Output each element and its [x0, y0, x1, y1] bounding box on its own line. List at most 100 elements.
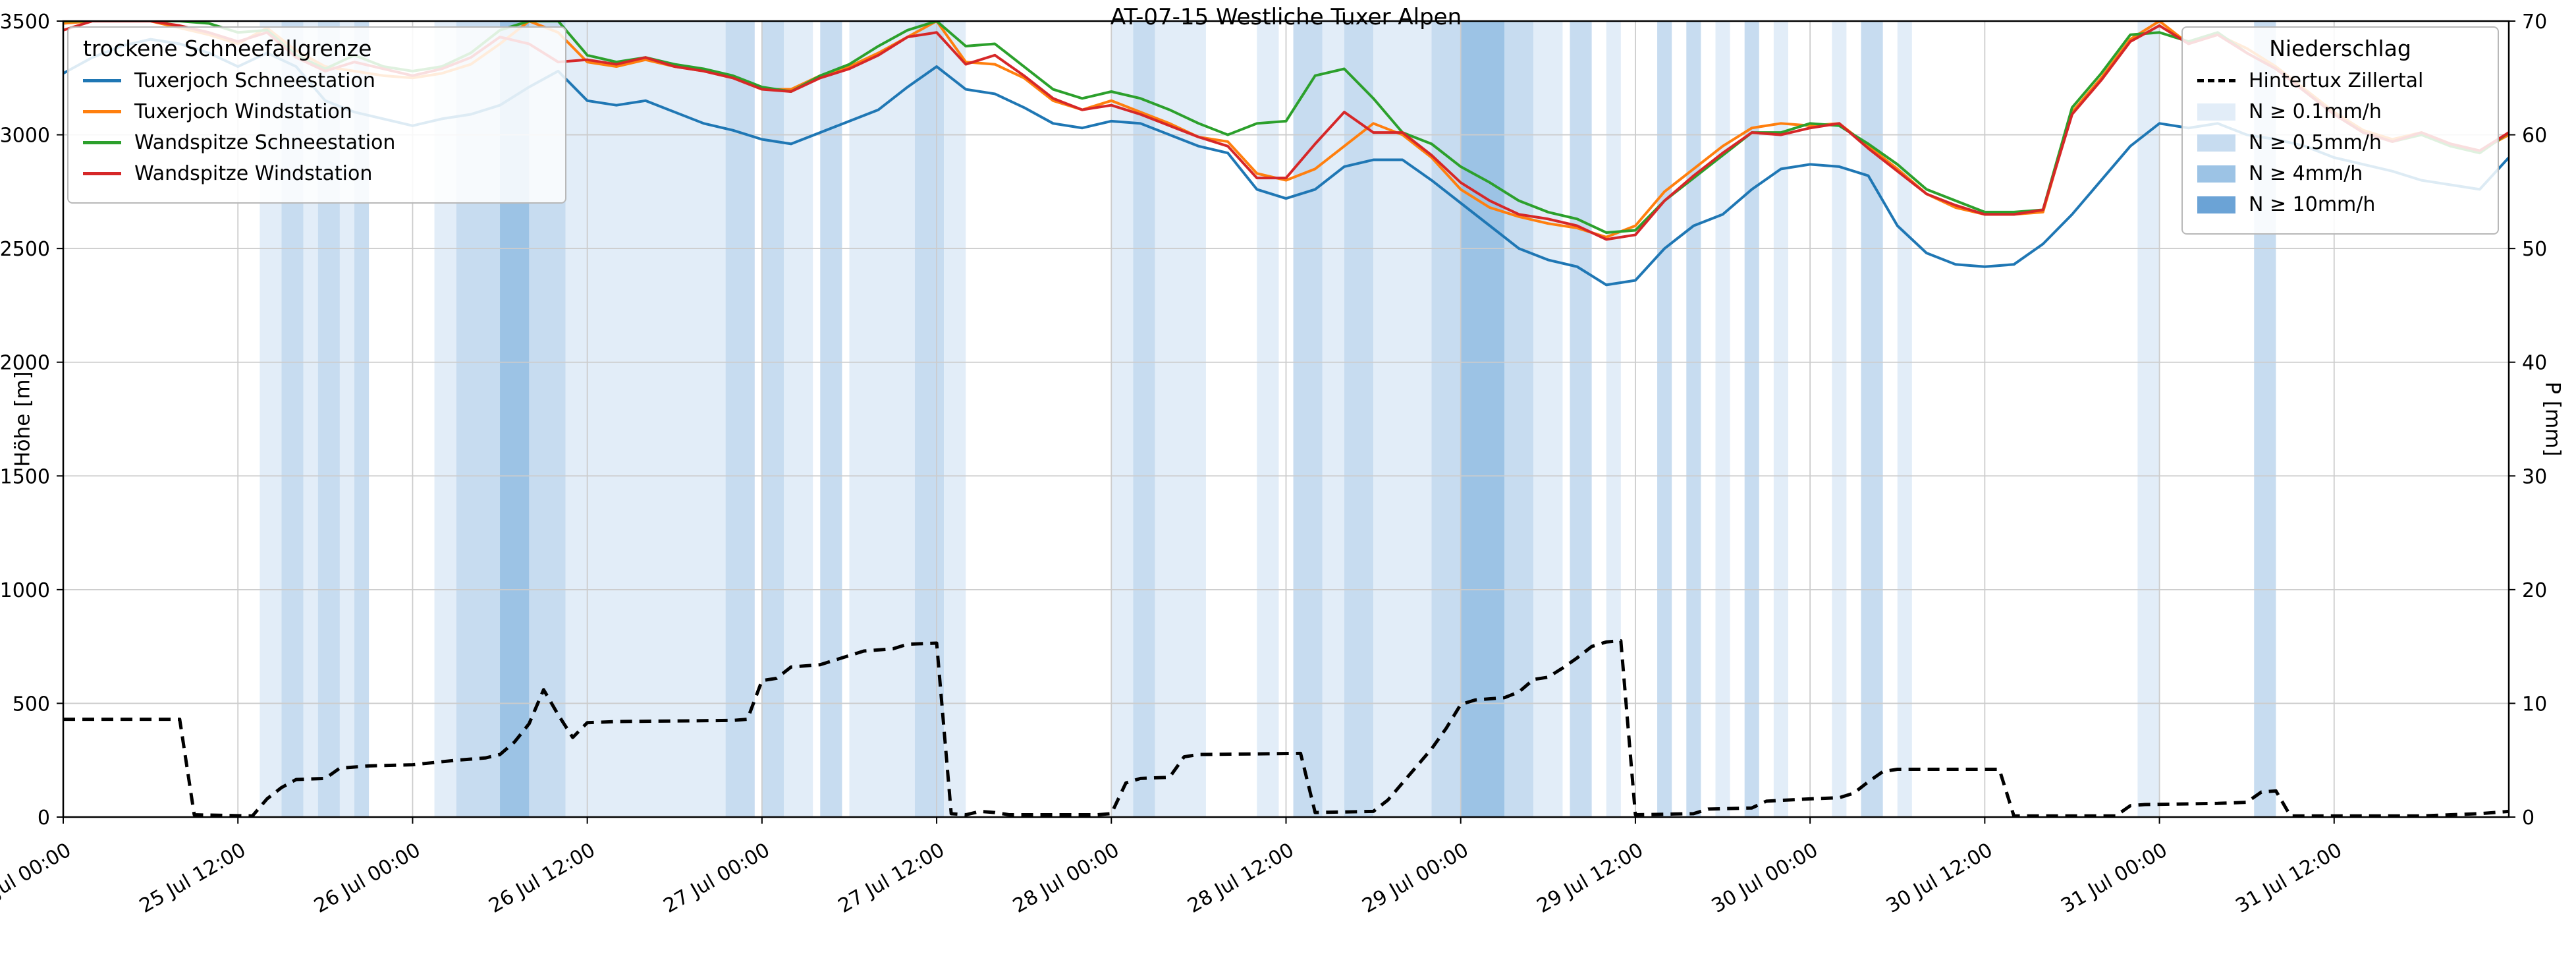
x-tick-label: 29 Jul 00:00 — [1358, 839, 1472, 918]
precip-band — [1686, 21, 1701, 817]
y-axis-left-label-wrap: Höhe [m] — [0, 21, 46, 817]
precip-band — [1460, 21, 1505, 817]
legend-item-label: Wandspitze Schneestation — [134, 131, 396, 154]
x-tick-label: 28 Jul 00:00 — [1009, 839, 1123, 918]
y-left-tick-label: 500 — [13, 693, 50, 716]
x-tick-label: 27 Jul 12:00 — [835, 839, 948, 918]
x-tick-label: 31 Jul 00:00 — [2057, 839, 2171, 918]
precip-band — [1111, 21, 1134, 817]
precip-band — [820, 21, 842, 817]
precip-band — [1744, 21, 1759, 817]
precip-band — [1533, 21, 1563, 817]
precip-band — [2137, 21, 2160, 817]
legend-item-n-10mmh: N ≥ 10mm/h — [2197, 193, 2483, 216]
legend-item-n-0-1mmh: N ≥ 0.1mm/h — [2197, 100, 2483, 123]
x-tick-label: 26 Jul 12:00 — [485, 839, 599, 918]
y-left-tick-label: 0 — [38, 807, 50, 830]
fill-swatch-level2 — [2197, 134, 2235, 152]
precip-band — [1373, 21, 1432, 817]
legend-item-label: Tuxerjoch Windstation — [134, 100, 352, 123]
precip-band — [914, 21, 945, 817]
precip-band — [1257, 21, 1279, 817]
line-swatch-red — [83, 172, 121, 175]
y-axis-left-label: Höhe [m] — [11, 371, 35, 467]
legend-item-tuxerjoch-windstation: Tuxerjoch Windstation — [83, 100, 551, 123]
y-left-tick-label: 1500 — [0, 465, 50, 488]
y-axis-right-label-wrap: P [mm] — [2530, 21, 2576, 817]
fill-swatch-level1 — [2197, 103, 2235, 121]
legend-item-label: N ≥ 0.1mm/h — [2249, 100, 2382, 123]
legend-item-wandspitze-schneestation: Wandspitze Schneestation — [83, 131, 551, 154]
precip-band — [944, 21, 966, 817]
precip-band — [1133, 21, 1155, 817]
precip-band — [784, 21, 813, 817]
legend-item-label: N ≥ 0.5mm/h — [2249, 131, 2382, 154]
x-tick-label: 25 Jul 00:00 — [0, 839, 75, 918]
tick-marks — [57, 20, 2515, 824]
fill-swatch-level3 — [2197, 165, 2235, 183]
chart-title: AT-07-15 Westliche Tuxer Alpen — [1110, 4, 1462, 30]
legend-item-label: N ≥ 10mm/h — [2249, 193, 2376, 216]
x-tick-label: 29 Jul 12:00 — [1533, 839, 1647, 918]
y-left-tick-label: 2000 — [0, 352, 50, 375]
y-right-tick-label: 0 — [2522, 807, 2535, 830]
legend-snowline: trockene Schneefallgrenze Tuxerjoch Schn… — [67, 26, 566, 204]
x-tick-label: 25 Jul 12:00 — [136, 839, 250, 918]
legend-snowline-title: trockene Schneefallgrenze — [83, 36, 372, 61]
line-swatch-blue — [83, 79, 121, 82]
y-right-tick-label: 60 — [2522, 125, 2547, 148]
precip-band — [1606, 21, 1621, 817]
precip-band — [1832, 21, 1847, 817]
legend-item-hintertux-zillertal: Hintertux Zillertal — [2197, 69, 2483, 92]
precip-band — [354, 21, 370, 817]
legend-item-n-0-5mmh: N ≥ 0.5mm/h — [2197, 131, 2483, 154]
fill-swatch-level4 — [2197, 196, 2235, 213]
precip-band — [1715, 21, 1730, 817]
y-left-tick-label: 1000 — [0, 579, 50, 602]
precip-band — [1897, 21, 1912, 817]
precip-band — [761, 21, 784, 817]
x-tick-label: 30 Jul 12:00 — [1882, 839, 1996, 918]
precip-band — [303, 21, 318, 817]
precip-band — [1570, 21, 1592, 817]
legend-item-label: Hintertux Zillertal — [2249, 69, 2424, 92]
precip-band — [1344, 21, 1374, 817]
y-right-tick-label: 70 — [2522, 11, 2547, 34]
legend-item-label: N ≥ 4mm/h — [2249, 162, 2363, 185]
precip-band — [565, 21, 726, 817]
x-tick-label: 31 Jul 12:00 — [2232, 839, 2345, 918]
legend-item-wandspitze-windstation: Wandspitze Windstation — [83, 162, 551, 185]
x-tick-label: 28 Jul 12:00 — [1184, 839, 1298, 918]
legend-item-label: Wandspitze Windstation — [134, 162, 373, 185]
y-right-tick-label: 40 — [2522, 352, 2547, 375]
y-right-tick-label: 20 — [2522, 579, 2547, 602]
precip-band — [849, 21, 915, 817]
y-right-tick-label: 10 — [2522, 693, 2547, 716]
precip-band — [1657, 21, 1672, 817]
y-left-tick-label: 3000 — [0, 125, 50, 148]
precip-band — [1155, 21, 1206, 817]
legend-item-n-4mmh: N ≥ 4mm/h — [2197, 162, 2483, 185]
legend-precipitation: Niederschlag Hintertux Zillertal N ≥ 0.1… — [2181, 26, 2499, 235]
x-tick-label: 27 Jul 00:00 — [660, 839, 774, 918]
line-swatch-green — [83, 141, 121, 144]
legend-item-label: Tuxerjoch Schneestation — [134, 69, 375, 92]
precip-band — [725, 21, 755, 817]
y-right-tick-label: 50 — [2522, 238, 2547, 261]
precip-band — [1773, 21, 1788, 817]
legend-precipitation-title: Niederschlag — [2269, 36, 2411, 61]
y-left-tick-label: 3500 — [0, 11, 50, 34]
legend-item-tuxerjoch-schneestation: Tuxerjoch Schneestation — [83, 69, 551, 92]
x-tick-label: 26 Jul 00:00 — [310, 839, 424, 918]
y-axis-right-label: P [mm] — [2541, 382, 2565, 457]
precip-band — [339, 21, 355, 817]
precip-line-hintertux-zillertal — [63, 639, 2509, 817]
dashed-line-swatch — [2197, 79, 2235, 82]
x-tick-label: 30 Jul 00:00 — [1708, 839, 1822, 918]
y-right-tick-label: 30 — [2522, 465, 2547, 488]
precip-band — [1322, 21, 1344, 817]
line-swatch-orange — [83, 110, 121, 113]
y-left-tick-label: 2500 — [0, 238, 50, 261]
